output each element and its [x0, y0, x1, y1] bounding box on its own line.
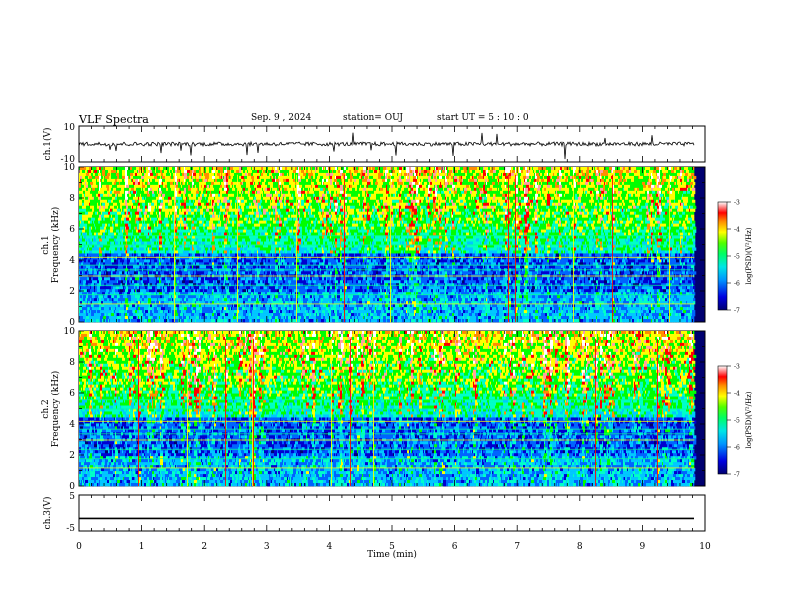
colorbar-ch2-label: log(PSD)(V²/Hz) — [745, 391, 753, 448]
x-tick-label: 9 — [640, 542, 646, 552]
ch3-ytick-min: -5 — [66, 524, 75, 534]
ch1-ytick-min: -10 — [61, 155, 76, 165]
ytick-label: 10 — [64, 327, 76, 337]
ytick-label: 8 — [69, 194, 75, 204]
date-label: Sep. 9 , 2024 — [251, 113, 311, 123]
ytick-label: 0 — [69, 318, 75, 328]
colorbar-tick-label: -4 — [734, 391, 740, 398]
x-tick-label: 0 — [76, 542, 82, 552]
axis-ticks — [78, 126, 706, 531]
colorbar-ch1-label: log(PSD)(V²/Hz) — [745, 227, 753, 284]
x-tick-label: 10 — [699, 542, 711, 552]
colorbar-ch2: -7 -6 -5 -4 -3 log(PSD)(V²/Hz) — [717, 364, 753, 479]
x-tick-label: 8 — [577, 542, 583, 552]
x-tick-label: 3 — [264, 542, 270, 552]
ytick-label: 4 — [69, 420, 75, 430]
colorbar-tick-label: -7 — [734, 472, 740, 479]
ytick-label: 2 — [69, 287, 75, 297]
start-time-label: start UT = 5 : 10 : 0 — [437, 113, 529, 123]
colorbar-tick-label: -3 — [734, 200, 740, 207]
x-tick-labels: 0 1 2 3 4 5 6 7 8 9 10 — [76, 542, 711, 552]
ytick-label: 2 — [69, 451, 75, 461]
station-label: station= OUJ — [343, 113, 403, 123]
colorbar-tick-label: -3 — [734, 364, 740, 371]
colorbar-tick-label: -6 — [734, 445, 740, 452]
ch1-ylabel: ch.1(V) — [42, 128, 53, 161]
ch3-ylabel: ch.3(V) — [42, 497, 53, 530]
colorbar-tick-label: -5 — [734, 254, 740, 261]
colorbar-tick-label: -7 — [734, 308, 740, 315]
colorbar-tick-label: -4 — [734, 227, 740, 234]
x-tick-label: 4 — [327, 542, 333, 552]
x-axis-label: Time (min) — [367, 549, 417, 560]
x-tick-label: 5 — [389, 542, 395, 552]
ytick-label: 8 — [69, 358, 75, 368]
waveform-ch1-trace — [78, 132, 695, 160]
spectrogram-ch1-ytick-labels: 0 2 4 6 8 10 — [64, 163, 76, 328]
ytick-label: 10 — [64, 163, 76, 173]
spec2-ylabel-channel: ch.2 — [41, 399, 51, 418]
ytick-label: 0 — [69, 482, 75, 492]
ch3-ytick-max: 5 — [69, 492, 75, 502]
spectrogram-ch2-image — [79, 331, 697, 487]
x-tick-label: 1 — [139, 542, 145, 552]
x-tick-label: 6 — [452, 542, 458, 552]
x-tick-label: 7 — [514, 542, 520, 552]
x-tick-label: 2 — [201, 542, 207, 552]
ch1-ytick-max: 10 — [64, 123, 76, 133]
spectrogram-ch2-ytick-labels: 0 2 4 6 8 10 — [64, 327, 76, 492]
ytick-label: 6 — [69, 389, 75, 399]
spec1-ylabel-frequency: Frequency (kHz) — [50, 207, 61, 284]
colorbar-tick-label: -6 — [734, 281, 740, 288]
ytick-label: 4 — [69, 256, 75, 266]
colorbar-tick-label: -5 — [734, 418, 740, 425]
figure-title: VLF Spectra — [79, 113, 149, 126]
spectrogram-ch1-image — [79, 167, 697, 323]
colorbar-ch1: -7 -6 -5 -4 -3 log(PSD)(V²/Hz) — [717, 200, 753, 315]
ytick-label: 6 — [69, 225, 75, 235]
spec1-ylabel-channel: ch.1 — [41, 235, 51, 254]
spec2-ylabel-frequency: Frequency (kHz) — [50, 371, 61, 448]
